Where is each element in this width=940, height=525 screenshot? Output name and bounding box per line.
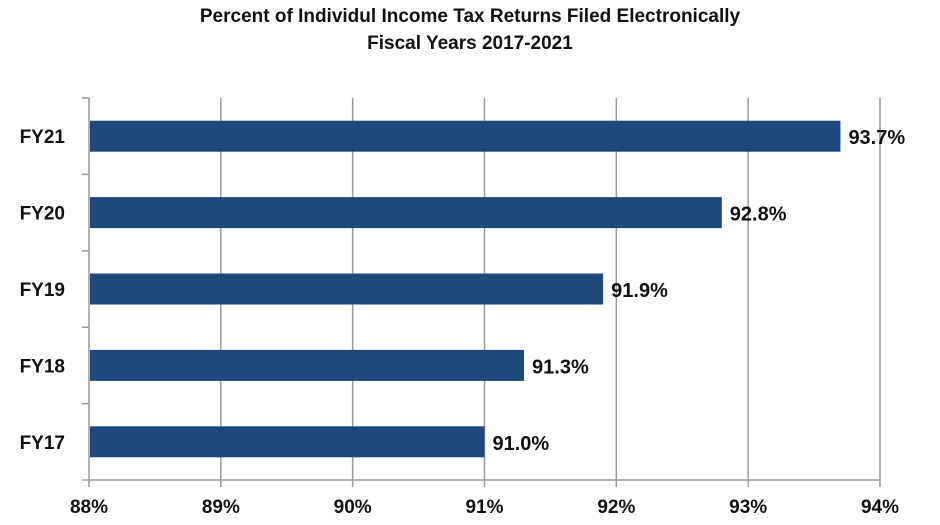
x-tick-label-88: 88% [70,497,108,518]
tick-labels: 88% 89% 90% 91% 92% 93% 94% FY17 FY18 FY19 FY20 FY2… [20,127,900,518]
x-tick-label-90: 90% [334,497,372,518]
data-label-fy21: 93.7% [848,127,905,149]
data-labels: 91.0% 91.3% 91.9% 92.8% 93.7% [493,127,906,455]
data-label-fy19: 91.9% [611,280,668,302]
x-tick-label-94: 94% [861,497,899,518]
axes [82,97,881,487]
x-tick-label-91: 91% [465,497,503,518]
x-tick-label-93: 93% [729,497,767,518]
x-tick-label-89: 89% [202,497,240,518]
x-tick-label-92: 92% [597,497,635,518]
category-label-fy21: FY21 [20,127,66,148]
category-label-fy20: FY20 [20,204,65,225]
bar-fy21 [90,120,841,152]
chart-subtitle: Fiscal Years 2017-2021 [367,33,573,54]
bars [90,120,841,458]
bar-fy19 [90,273,604,305]
bar-fy17 [90,426,485,458]
bar-fy18 [90,349,525,381]
category-label-fy19: FY19 [20,280,65,301]
chart-title: Percent of Individul Income Tax Returns … [199,6,741,27]
category-label-fy17: FY17 [20,433,65,454]
data-label-fy18: 91.3% [532,356,589,378]
data-label-fy20: 92.8% [730,204,787,226]
bar-fy20 [90,197,722,229]
category-label-fy18: FY18 [20,356,65,377]
data-label-fy17: 91.0% [493,433,550,455]
